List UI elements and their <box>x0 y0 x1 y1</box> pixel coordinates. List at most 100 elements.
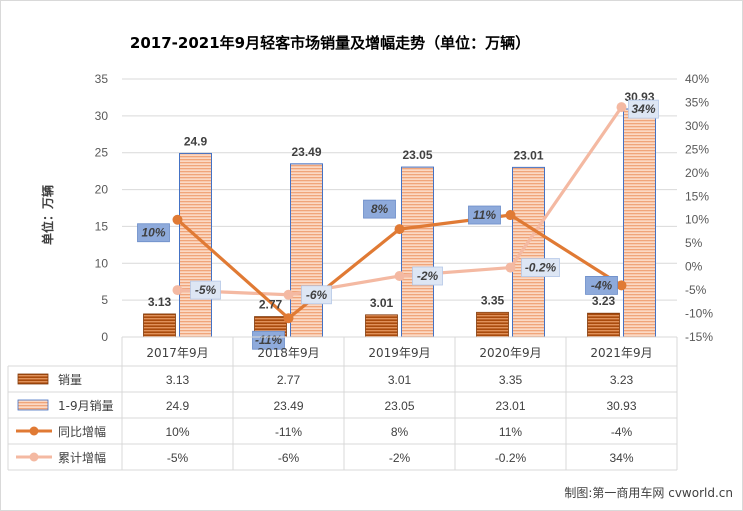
cumulative-point <box>283 289 294 300</box>
bar-value-label: 3.35 <box>481 293 505 307</box>
pct-label: -2% <box>417 269 439 283</box>
bar-ytd-sales <box>401 166 434 338</box>
cumulative-point <box>505 262 516 273</box>
x-category-label: 2019年9月 <box>368 346 430 360</box>
chart-title: 2017-2021年9月轻客市场销量及增幅走势（单位：万辆） <box>130 34 530 52</box>
legend-label: 同比增幅 <box>58 424 106 439</box>
y-tick-label: 15 <box>95 219 109 233</box>
table-cell: -2% <box>389 451 411 465</box>
y2-tick-label: 35% <box>685 95 709 109</box>
pct-label: 8% <box>371 202 389 216</box>
y-tick-label: 10 <box>95 256 109 270</box>
yoy-point <box>394 224 405 235</box>
y2-tick-label: -5% <box>685 283 707 297</box>
y2-tick-label: -10% <box>685 307 713 321</box>
y2-tick-label: 40% <box>685 72 709 86</box>
table-cell: 3.35 <box>499 373 523 387</box>
table-cell: 23.01 <box>495 399 525 413</box>
pct-label-box <box>585 275 618 295</box>
pct-label: 10% <box>141 226 165 240</box>
pct-label-box <box>301 285 332 305</box>
legend-swatch-marker <box>29 452 39 462</box>
bar-monthly-sales <box>587 312 620 338</box>
table-cell: 3.01 <box>388 373 412 387</box>
table-cell: 3.23 <box>610 373 634 387</box>
cumulative-point <box>394 271 405 282</box>
table-cell: -6% <box>278 451 300 465</box>
x-category-label: 2017年9月 <box>146 346 208 360</box>
table-cell: 23.05 <box>384 399 414 413</box>
pct-label-box <box>412 266 443 286</box>
pct-label: -5% <box>195 283 217 297</box>
table-cell: 10% <box>165 425 189 439</box>
y-tick-label: 30 <box>95 109 109 123</box>
bar-monthly-sales <box>365 314 398 338</box>
table-cell: -4% <box>611 425 633 439</box>
bar-value-label: 2.77 <box>259 298 283 312</box>
table-cell: 3.13 <box>166 373 190 387</box>
legend-swatch <box>17 399 49 411</box>
y2-tick-label: 5% <box>685 236 703 250</box>
y-tick-label: 0 <box>101 330 108 344</box>
table-cell: 23.49 <box>273 399 303 413</box>
y-tick-label: 25 <box>95 146 109 160</box>
y-tick-label: 5 <box>101 293 108 307</box>
pct-label-box <box>190 280 221 300</box>
bar-value-label: 3.23 <box>592 294 616 308</box>
bar-value-label: 23.49 <box>291 145 321 159</box>
bar-monthly-sales <box>476 311 509 338</box>
bar-value-label: 24.9 <box>184 134 208 148</box>
bar-ytd-sales <box>512 166 545 338</box>
pct-label: -0.2% <box>525 261 557 275</box>
bar-monthly-sales <box>143 313 176 338</box>
legend-label: 销量 <box>58 373 82 387</box>
y2-tick-label: 10% <box>685 213 709 227</box>
table-cell: -0.2% <box>495 451 527 465</box>
pct-label: -6% <box>306 288 328 302</box>
y2-tick-label: 25% <box>685 142 709 156</box>
legend-label: 累计增幅 <box>58 450 106 465</box>
y2-tick-label: 15% <box>685 189 709 203</box>
pct-label-box <box>252 330 285 350</box>
cumulative-point <box>616 102 627 113</box>
pct-label-box <box>363 199 396 219</box>
pct-label: 34% <box>631 102 655 116</box>
yoy-point <box>505 210 516 221</box>
pct-label-box <box>137 223 170 243</box>
y-tick-label: 20 <box>95 183 109 197</box>
table-cell: 30.93 <box>606 399 636 413</box>
yoy-point <box>172 214 183 225</box>
pct-label: 11% <box>473 208 496 222</box>
y2-tick-label: 20% <box>685 166 709 180</box>
pct-label-box <box>628 99 659 119</box>
pct-label-box <box>521 258 560 277</box>
legend-swatch <box>17 373 49 385</box>
bar-value-label: 23.01 <box>513 148 543 162</box>
y-tick-label: 35 <box>95 72 109 86</box>
yoy-point <box>283 313 294 324</box>
x-category-label: 2021年9月 <box>590 346 652 360</box>
table-cell: 34% <box>609 451 633 465</box>
legend-label: 1-9月销量 <box>58 399 114 413</box>
bar-value-label: 3.13 <box>148 295 172 309</box>
table-cell: -5% <box>167 451 189 465</box>
bar-ytd-sales <box>290 163 323 338</box>
legend-swatch-marker <box>29 426 39 436</box>
pct-label: -4% <box>591 278 613 292</box>
y2-tick-label: 0% <box>685 260 703 274</box>
y2-tick-label: -15% <box>685 330 713 344</box>
table-cell: 8% <box>391 425 409 439</box>
bar-value-label: 23.05 <box>402 148 432 162</box>
x-category-label: 2020年9月 <box>479 346 541 360</box>
table-cell: 11% <box>499 425 522 439</box>
table-cell: 2.77 <box>277 373 301 387</box>
yoy-point <box>616 280 627 291</box>
pct-label-box <box>468 205 501 225</box>
y2-tick-label: 30% <box>685 119 709 133</box>
table-cell: 24.9 <box>166 399 190 413</box>
bar-ytd-sales <box>623 108 656 338</box>
credit-text: 制图:第一商用车网 cvworld.cn <box>564 485 733 500</box>
